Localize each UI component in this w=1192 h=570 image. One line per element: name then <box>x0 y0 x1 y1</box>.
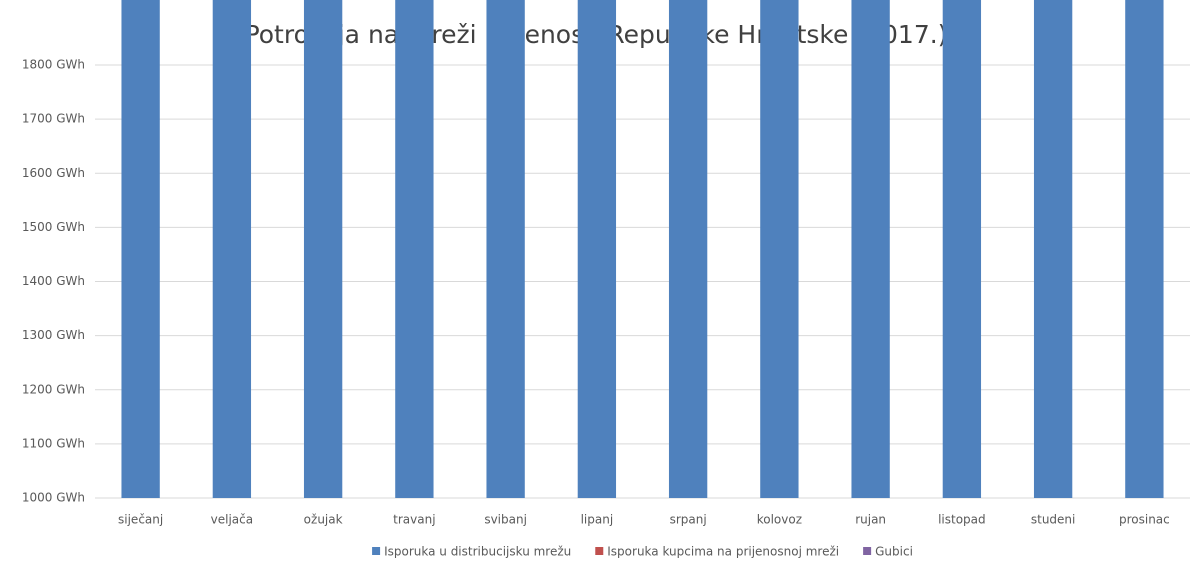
legend-swatch <box>595 547 604 555</box>
bar-segment <box>942 0 982 498</box>
x-tick-label: veljača <box>211 513 253 527</box>
y-tick-label: 1800 GWh <box>22 58 85 72</box>
bar-segment <box>668 0 708 498</box>
y-tick-label: 1100 GWh <box>22 436 85 450</box>
y-tick-label: 1300 GWh <box>22 328 85 342</box>
bar-segment <box>121 0 160 498</box>
legend-label: Gubici <box>875 545 913 559</box>
legend-label: Isporuka u distribucijsku mrežu <box>384 545 571 559</box>
legend-swatch <box>372 547 381 555</box>
bar-segment <box>486 0 525 498</box>
x-tick-label: travanj <box>393 513 435 527</box>
y-tick-label: 1500 GWh <box>22 220 85 234</box>
bar-segment <box>212 0 252 499</box>
bar-segment <box>577 0 617 499</box>
bar-segment <box>1033 0 1073 498</box>
x-tick-label: siječanj <box>118 513 163 527</box>
x-tick-label: rujan <box>855 513 886 527</box>
x-tick-label: lipanj <box>581 513 614 527</box>
bar-segment <box>395 0 434 498</box>
y-tick-label: 1400 GWh <box>22 274 85 288</box>
legend-label: Isporuka kupcima na prijenosnoj mreži <box>607 545 839 559</box>
y-tick-label: 1200 GWh <box>22 382 85 396</box>
bar-segment <box>851 0 890 499</box>
legend-swatch <box>863 547 872 555</box>
x-tick-label: prosinac <box>1119 513 1170 527</box>
y-tick-label: 1700 GWh <box>22 112 85 126</box>
bar-segment <box>1125 0 1164 498</box>
x-tick-label: ožujak <box>304 513 343 527</box>
x-tick-label: kolovoz <box>757 513 802 527</box>
x-tick-label: srpanj <box>670 513 707 527</box>
bar-segment <box>303 0 343 498</box>
y-tick-label: 1000 GWh <box>22 491 85 505</box>
bar-segment <box>760 0 799 499</box>
y-tick-label: 1600 GWh <box>22 166 85 180</box>
x-tick-label: svibanj <box>484 513 527 527</box>
x-tick-label: listopad <box>938 513 986 527</box>
x-tick-label: studeni <box>1031 513 1076 527</box>
